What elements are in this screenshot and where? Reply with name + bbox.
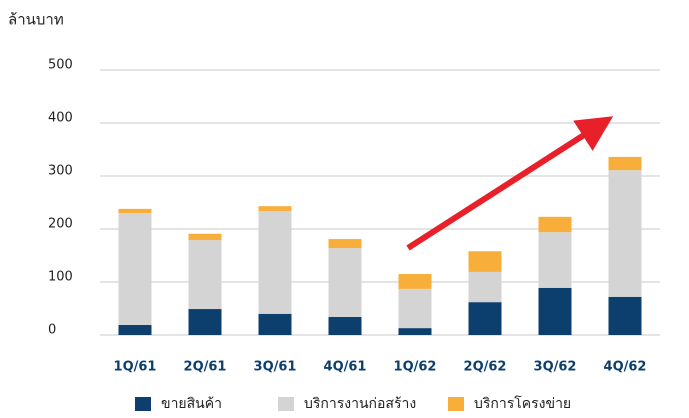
bar-segment: [468, 251, 502, 272]
bar-segment: [608, 296, 642, 335]
legend-swatch: [135, 397, 151, 411]
y-tick-label: 400: [48, 111, 73, 126]
legend-label: บริการงานก่อสร้าง: [304, 396, 416, 412]
bar-segment: [118, 213, 152, 325]
bar-segment: [258, 206, 292, 211]
bar-segment: [608, 156, 642, 171]
x-tick-label: 3Q/61: [254, 360, 297, 375]
x-tick-label: 4Q/62: [604, 360, 647, 375]
bar-segment: [258, 210, 292, 314]
x-tick-label: 3Q/62: [534, 360, 577, 375]
bar-segment: [398, 274, 432, 289]
bar-segment: [188, 309, 222, 335]
legend-swatch: [448, 397, 464, 411]
bar-segment: [608, 170, 642, 297]
bar-segment: [398, 328, 432, 335]
bar-segment: [538, 232, 572, 288]
bar-segment: [468, 271, 502, 303]
bar-segment: [328, 248, 362, 317]
bar-segment: [118, 324, 152, 335]
x-tick-label: 4Q/61: [324, 360, 367, 375]
x-tick-label: 2Q/61: [184, 360, 227, 375]
legend-swatch: [278, 397, 294, 411]
bar-segment: [328, 316, 362, 335]
y-tick-label: 500: [48, 58, 73, 73]
bar-segment: [328, 239, 362, 249]
bar-segment: [398, 288, 432, 329]
bar-segment: [188, 233, 222, 241]
bar-segment: [118, 208, 152, 214]
x-tick-label: 1Q/62: [394, 360, 437, 375]
bar-segment: [188, 240, 222, 310]
bar-segment: [538, 287, 572, 335]
bar-segment: [258, 313, 292, 335]
y-tick-label: 200: [48, 217, 73, 232]
y-tick-label: 0: [48, 323, 56, 338]
y-tick-label: 300: [48, 164, 73, 179]
x-tick-label: 2Q/62: [464, 360, 507, 375]
bar-segment: [468, 302, 502, 335]
legend-label: ขายสินค้า: [161, 396, 222, 412]
plot: 0 100 200 300 400 500 1Q/61 2Q/61 3Q/61 4Q/61 1Q/6…: [48, 58, 660, 412]
legend-label: บริการโครงข่าย: [474, 395, 571, 412]
bar-segment: [538, 216, 572, 233]
trend-arrow: [406, 116, 614, 251]
y-tick-label: 100: [48, 270, 73, 285]
y-axis-label: ล้านบาท: [8, 11, 64, 29]
x-tick-label: 1Q/61: [114, 360, 157, 375]
